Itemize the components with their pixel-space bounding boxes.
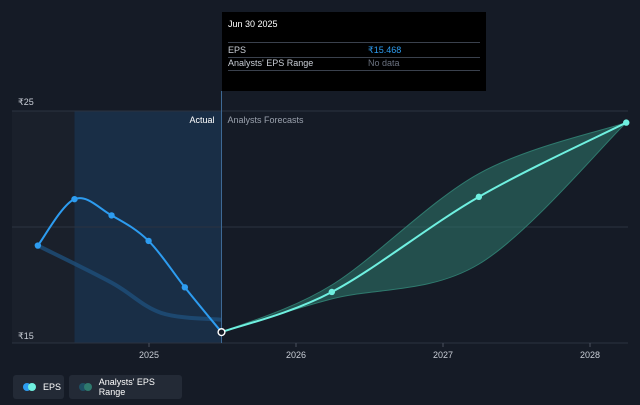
eps-forecast-point bbox=[328, 288, 336, 296]
eps-lines bbox=[37, 121, 627, 334]
eps-actual-point bbox=[34, 242, 42, 249]
range-legend-icon bbox=[79, 383, 93, 391]
x-tick-label: 2027 bbox=[433, 350, 453, 360]
actual-label: Actual bbox=[189, 115, 214, 125]
tooltip-range-row: Analysts' EPS Range No data bbox=[228, 58, 480, 71]
y-tick-label-bottom: ₹15 bbox=[18, 331, 34, 341]
eps-actual-point bbox=[71, 195, 78, 203]
eps-points bbox=[34, 119, 630, 337]
tooltip-eps-label: EPS bbox=[228, 45, 247, 55]
eps-actual-line bbox=[37, 197, 223, 333]
tooltip-separator bbox=[228, 42, 480, 43]
x-axis-ticks: 2025 2026 2027 2028 bbox=[139, 343, 600, 360]
tooltip-separator bbox=[228, 70, 480, 71]
tooltip-range-label: Analysts' EPS Range bbox=[228, 58, 314, 68]
y-tick-label-top: ₹25 bbox=[18, 97, 34, 107]
legend-eps-button[interactable]: EPS bbox=[13, 375, 64, 399]
tooltip-eps-value: ₹15.468 bbox=[368, 45, 402, 55]
legend-eps-label: EPS bbox=[43, 382, 62, 392]
eps-forecast-point bbox=[623, 119, 630, 126]
eps-trailing-line bbox=[36, 243, 222, 322]
x-tick-label: 2025 bbox=[139, 350, 159, 360]
eps-trailing-band bbox=[36, 243, 222, 322]
x-tick-label: 2026 bbox=[286, 350, 306, 360]
legend-range-label: Analysts' EPS Range bbox=[98, 377, 155, 397]
eps-legend-icon bbox=[23, 383, 37, 391]
eps-actual-point bbox=[145, 237, 152, 245]
eps-current-point bbox=[217, 328, 226, 337]
tooltip-date: Jun 30 2025 bbox=[228, 19, 278, 29]
tooltip-eps-row: EPS ₹15.468 bbox=[228, 45, 480, 58]
x-tick-label: 2028 bbox=[580, 350, 600, 360]
eps-actual-point bbox=[108, 212, 115, 219]
tooltip-range-value: No data bbox=[368, 58, 400, 68]
tooltip: Jun 30 2025 EPS ₹15.468 Analysts' EPS Ra… bbox=[222, 12, 486, 91]
tooltip-separator bbox=[228, 57, 480, 58]
forecast-label: Analysts Forecasts bbox=[227, 115, 304, 125]
eps-forecast-line bbox=[221, 121, 627, 334]
legend-range-button[interactable]: Analysts' EPS Range bbox=[69, 375, 182, 399]
eps-forecast-point bbox=[475, 193, 483, 201]
eps-actual-point bbox=[181, 284, 189, 291]
